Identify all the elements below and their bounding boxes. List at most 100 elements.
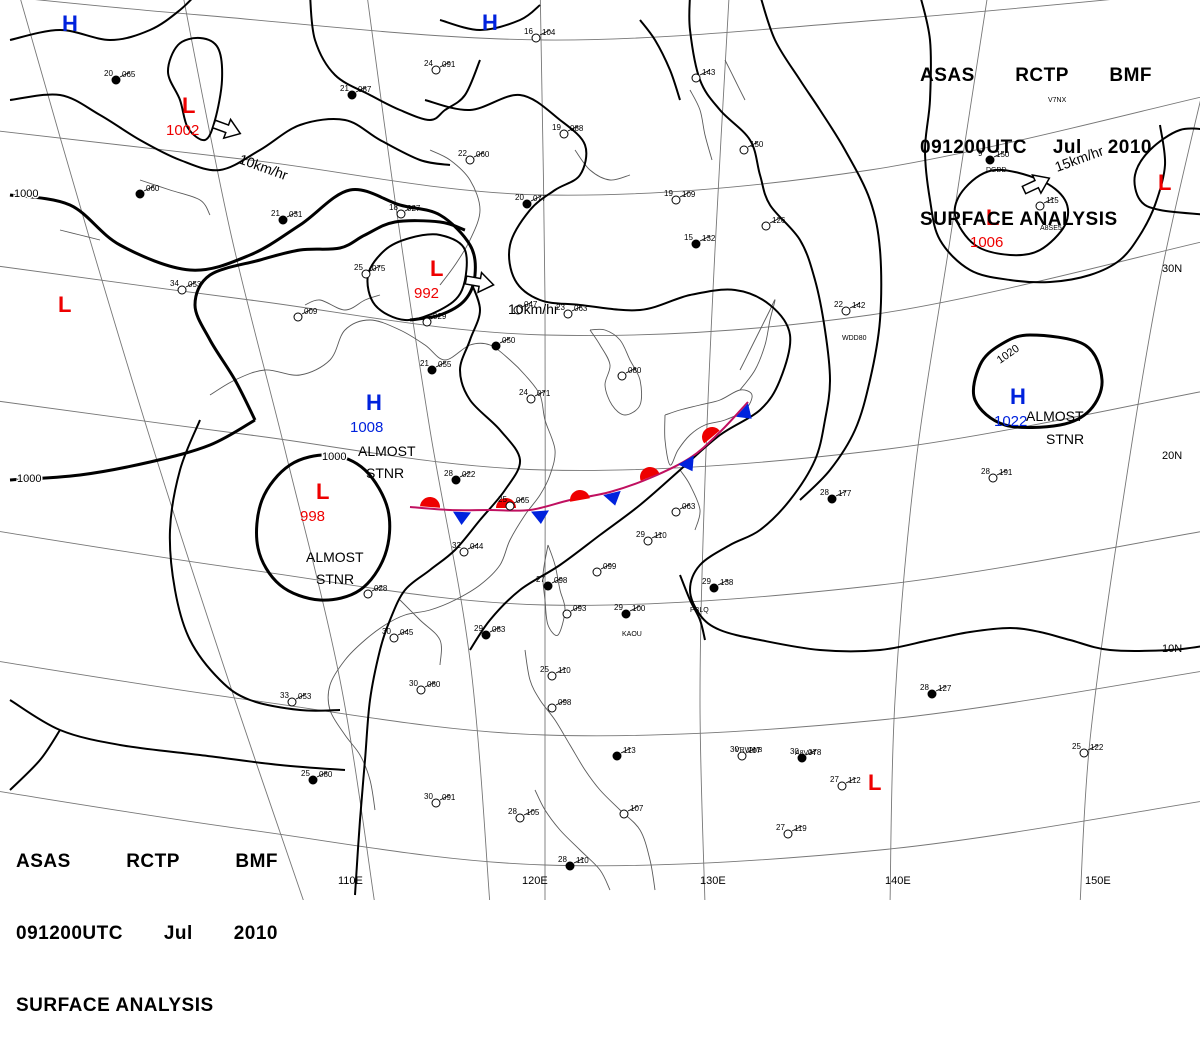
station-circle (293, 312, 303, 322)
station-temperature: 30 (382, 627, 391, 636)
station-plot: 050 (491, 336, 516, 351)
station-plot: 20 077 (515, 193, 547, 209)
station-circle (1079, 748, 1089, 758)
wind-barb (539, 29, 551, 36)
station-pressure: 126 (772, 216, 786, 225)
station-plot: 22 060 (458, 149, 490, 165)
center-pressure-value: 992 (414, 285, 439, 302)
wind-barb (699, 235, 711, 242)
station-circle (988, 473, 998, 483)
station-circle (739, 145, 749, 155)
motion-speed-label: 10km/hr (508, 301, 559, 317)
isobar-line (255, 453, 392, 602)
station-circle (363, 589, 373, 599)
station-plot: 23 063 (556, 303, 588, 319)
station-circle (177, 285, 187, 295)
station-circle (287, 697, 297, 707)
station-pressure: 177 (838, 489, 852, 498)
coastline (399, 599, 442, 666)
parallel-line (0, 791, 1200, 867)
station-circle (827, 494, 837, 504)
cold-front-triangle (735, 403, 752, 419)
station-plot: 029 (422, 312, 447, 327)
coastlines (59, 59, 776, 891)
isobar-line (953, 168, 1070, 257)
latitude-label: 10N (1162, 643, 1182, 655)
isobar-line (9, 699, 346, 771)
station-pressure: 138 (720, 578, 734, 587)
station-temperature: 33 (280, 691, 289, 700)
station-circle (515, 813, 525, 823)
station-plot: 19 088 (552, 123, 584, 139)
wind-barb (185, 281, 197, 288)
station-pressure: 050 (502, 336, 516, 345)
station-circle (643, 536, 653, 546)
isobar-line (439, 4, 541, 32)
longitude-label: 140E (885, 875, 911, 887)
station-plot: 028 (363, 584, 388, 599)
station-temperature: 27 (536, 575, 545, 584)
station-pressure: 028 (374, 584, 388, 593)
coastline (542, 544, 566, 636)
isobar-line (354, 279, 522, 896)
station-temperature: 28 (820, 488, 829, 497)
wind-barb (404, 205, 416, 212)
coastline (209, 319, 556, 811)
station-pressure: 150 (750, 140, 764, 149)
station-pressure: 071 (537, 389, 551, 398)
longitude-label: 150E (1085, 875, 1111, 887)
stationary-note: STNR (366, 465, 404, 481)
station-circle (308, 775, 318, 785)
station-id: A8VJ4 (795, 750, 816, 757)
station-circle (671, 507, 681, 517)
wind-barb (301, 308, 313, 315)
station-plot: 009 (293, 307, 318, 322)
meridian-line (539, 0, 546, 900)
warm-front-semicircle (570, 490, 590, 502)
isobar-value-label: 1000 (322, 451, 346, 463)
station-id: A8SE5 (1040, 225, 1062, 232)
station-pressure: 009 (304, 307, 318, 316)
station-temperature: 28 (444, 469, 453, 478)
station-plot: 21 031 (271, 209, 303, 225)
station-plot: 20 065 (104, 69, 136, 85)
wind-barb (651, 532, 663, 539)
station-pressure: 053 (298, 692, 312, 701)
header-time: 091200UTC (16, 923, 123, 944)
wind-barb (935, 685, 947, 692)
station-circle (422, 317, 432, 327)
station-id: DGDD (986, 167, 1007, 174)
station-circle (396, 209, 406, 219)
station-circle (709, 583, 719, 593)
station-circle (505, 501, 515, 511)
wind-barb (521, 301, 533, 308)
station-circle (465, 155, 475, 165)
header-product: ASAS (16, 851, 71, 872)
low-pressure-center: L (316, 479, 329, 504)
header-office: BMF (235, 851, 278, 872)
wind-barb (791, 825, 803, 832)
station-temperature: 30 (424, 792, 433, 801)
low-pressure-center: L (1158, 170, 1171, 195)
header-title: SURFACE ANALYSIS (920, 209, 1118, 230)
wind-barb (473, 151, 485, 158)
stationary-note: ALMOST (306, 549, 364, 565)
wind-barb (679, 503, 691, 510)
station-plot: 32 044 (452, 541, 484, 557)
station-plot: 27 112 (830, 775, 861, 791)
isobar-line (9, 188, 477, 322)
coastline (139, 179, 211, 216)
station-temperature: 29 (636, 530, 645, 539)
station-plot: 21 087 (340, 84, 372, 100)
lat-lon-grid (0, 0, 1200, 900)
station-circle (837, 781, 847, 791)
station-temperature: 21 (340, 84, 349, 93)
low-pressure-center: L (430, 256, 443, 281)
header-title: SURFACE ANALYSIS (16, 995, 214, 1016)
center-pressure-value: 998 (300, 508, 325, 525)
station-circle (451, 475, 461, 485)
station-circle (559, 129, 569, 139)
header-month: Jul (1052, 137, 1082, 158)
station-circle (431, 65, 441, 75)
station-pressure: 113 (623, 746, 636, 755)
